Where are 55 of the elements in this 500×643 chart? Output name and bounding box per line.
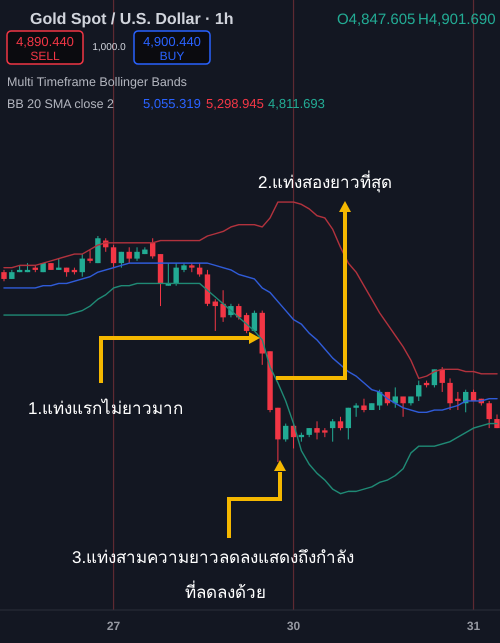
candlestick [244, 312, 250, 334]
candlestick [455, 391, 461, 411]
text: BUY [160, 49, 184, 63]
text: Multi Timeframe Bollinger Bands [7, 75, 187, 89]
text: 4,811.693 [268, 96, 325, 111]
text: O4,847.605 [337, 11, 416, 28]
candlestick [220, 290, 226, 322]
text: 2.แท่งสองยาวที่สุด [258, 170, 392, 193]
text: 5,055.319 [143, 96, 201, 111]
candlestick [64, 267, 70, 278]
text: 1,000.0 [92, 42, 126, 53]
candlestick [298, 432, 304, 442]
text: BB 20 SMA close 2 [7, 97, 114, 111]
candlestick [330, 418, 336, 442]
x-tick-label: 27 [106, 619, 121, 633]
text: 3.แท่งสามความยาวลดลงแสดงถึงกำลัง [72, 548, 354, 567]
x-tick-label: 31 [466, 619, 481, 633]
candlestick [56, 258, 62, 270]
text: 4,900.440 [143, 34, 201, 49]
text: H4,901.690 [418, 11, 496, 28]
candlestick [150, 238, 156, 260]
candlestick [9, 269, 15, 280]
candlestick [361, 398, 367, 413]
text: 4,890.440 [16, 34, 74, 49]
candlestick [110, 244, 116, 268]
candlestick [1, 269, 7, 282]
candlestick [173, 262, 179, 286]
candlestick [400, 396, 406, 418]
candlestick [353, 402, 359, 418]
candlestick [346, 407, 352, 440]
candlestick [283, 423, 288, 442]
candlestick [196, 262, 202, 278]
candlestick [376, 389, 382, 411]
candlestick [181, 262, 187, 273]
candlestick [189, 262, 195, 273]
candlestick [80, 254, 85, 278]
candlestick [486, 400, 492, 429]
annotation: 1.แท่งแรกไม่ยาวมาก [28, 398, 184, 418]
candlestick [447, 378, 453, 411]
candlestick [126, 246, 132, 264]
text: ที่ลดลงด้วย [185, 580, 266, 602]
candlestick [212, 298, 218, 332]
candlestick [87, 249, 93, 264]
candlestick [314, 420, 320, 440]
text: SELL [30, 49, 60, 63]
candlestick [306, 428, 312, 438]
candlestick [252, 310, 258, 332]
chart-title: Gold Spot / U.S. Dollar · 1h [30, 11, 234, 28]
candlestick [440, 366, 445, 392]
candlestick [416, 380, 422, 402]
candlestick [118, 251, 124, 268]
text: 5,298.945 [206, 96, 264, 111]
x-tick-label: 30 [286, 619, 301, 633]
candlestick [236, 303, 242, 320]
candlestick [322, 428, 328, 438]
